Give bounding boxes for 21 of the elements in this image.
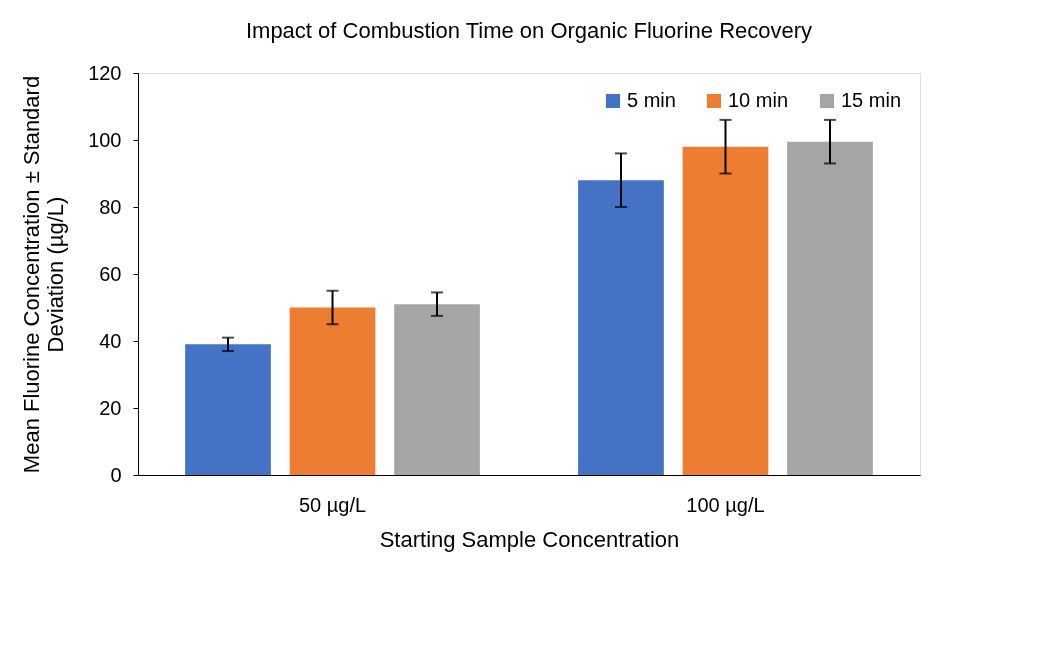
y-tick-label: 40 [99, 329, 122, 352]
y-tick-label: 80 [99, 195, 122, 218]
y-tick-label: 120 [88, 61, 122, 84]
legend-label: 5 min [627, 89, 676, 111]
x-axis-title: Starting Sample Concentration [379, 526, 680, 552]
bar [682, 146, 769, 475]
x-tick-label: 50 µg/L [298, 493, 367, 516]
y-axis-title: Mean Fluorine Concentration ± Standard Deviation (µg/L) [19, 75, 69, 474]
bar [787, 141, 873, 475]
bar [578, 180, 664, 475]
y-tick-label: 0 [110, 463, 122, 486]
x-tick-label: 100 µg/L [686, 493, 765, 516]
chart-title: Impact of Combustion Time on Organic Fluorine Recovery [245, 18, 813, 43]
legend-label: 10 min [728, 89, 789, 111]
y-tick-label: 20 [99, 396, 122, 419]
bar [185, 344, 271, 475]
bar [289, 307, 376, 475]
legend-label: 15 min [841, 89, 902, 111]
bar [394, 304, 480, 475]
y-tick-label: 60 [99, 262, 122, 285]
y-tick-label: 100 [88, 128, 122, 151]
